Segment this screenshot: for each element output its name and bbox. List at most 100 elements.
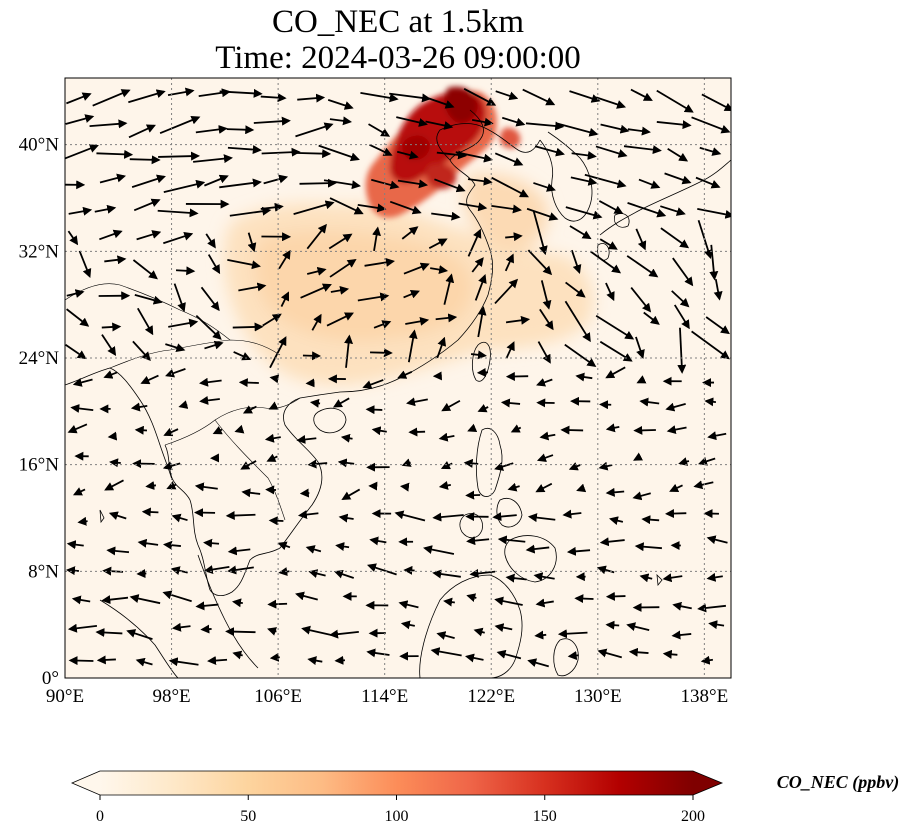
- wind-arrow: [536, 378, 553, 387]
- wind-arrow: [671, 290, 690, 308]
- wind-arrow: [435, 313, 458, 323]
- wind-arrow: [326, 312, 354, 327]
- wind-arrow: [599, 537, 625, 547]
- wind-arrow: [101, 595, 129, 605]
- wind-arrow: [337, 458, 355, 468]
- wind-arrow: [134, 293, 163, 305]
- wind-arrow: [706, 535, 728, 545]
- wind-arrow: [66, 308, 90, 327]
- wind-arrow: [329, 197, 364, 215]
- wind-arrow: [135, 657, 153, 667]
- colorbar-label: CO_NEC (ppbv): [777, 772, 900, 793]
- wind-arrow: [463, 88, 497, 106]
- wind-arrow: [162, 461, 181, 471]
- wind-arrow: [136, 230, 162, 241]
- wind-arrow: [145, 481, 157, 490]
- wind-arrow: [443, 273, 455, 305]
- wind-arrow: [227, 258, 261, 270]
- colorbar-tick-label: 50: [240, 808, 256, 825]
- wind-arrow: [527, 658, 549, 668]
- wind-arrow: [628, 647, 649, 657]
- wind-arrow: [344, 334, 354, 368]
- wind-arrow: [165, 368, 186, 378]
- wind-arrow: [434, 178, 466, 193]
- wind-arrow: [505, 573, 527, 583]
- wind-arrow: [269, 374, 280, 384]
- wind-arrow: [333, 569, 355, 579]
- wind-arrow: [278, 567, 290, 577]
- wind-arrow: [129, 594, 161, 605]
- wind-arrow: [438, 432, 455, 442]
- wind-arrow: [309, 398, 321, 408]
- wind-arrow: [131, 174, 166, 189]
- wind-arrow: [204, 174, 229, 187]
- wind-arrow: [261, 147, 301, 157]
- wind-arrow: [691, 116, 731, 134]
- wind-arrow: [463, 458, 479, 468]
- wind-arrow: [403, 262, 430, 275]
- wind-arrow: [467, 423, 478, 433]
- wind-arrow: [364, 257, 395, 267]
- wind-arrow: [401, 458, 412, 467]
- wind-arrow: [296, 434, 317, 444]
- wind-arrow: [697, 207, 731, 219]
- wind-arrow: [432, 512, 464, 522]
- wind-arrow: [171, 513, 188, 523]
- wind-arrow: [306, 266, 327, 276]
- wind-arrow: [634, 542, 662, 552]
- wind-arrow: [491, 176, 529, 198]
- wind-arrow: [200, 286, 220, 312]
- wind-arrow: [575, 372, 593, 382]
- wind-arrow: [70, 403, 94, 413]
- wind-arrow: [397, 370, 413, 379]
- wind-arrow: [329, 629, 359, 639]
- wind-arrow: [660, 227, 690, 249]
- wind-arrow: [106, 546, 130, 556]
- wind-arrow: [328, 233, 353, 250]
- wind-arrow: [438, 480, 451, 490]
- lat-tick-label: 16°N: [19, 455, 60, 476]
- wind-arrow: [496, 649, 522, 660]
- wind-arrow: [227, 546, 251, 556]
- wind-arrow: [162, 590, 192, 603]
- wind-arrow: [301, 625, 333, 636]
- wind-arrow: [565, 206, 603, 220]
- wind-arrow: [329, 258, 357, 278]
- concentration-field: [223, 86, 594, 386]
- wind-arrow: [495, 90, 519, 101]
- lon-tick-label: 114°E: [361, 686, 408, 707]
- wind-arrow: [441, 399, 461, 412]
- colorbar-ticks: 0 50 100 150 200: [96, 795, 705, 825]
- wind-arrow: [501, 116, 526, 127]
- wind-arrow: [476, 367, 489, 377]
- wind-arrow: [401, 226, 419, 240]
- wind-arrow: [667, 147, 689, 162]
- wind-arrow: [539, 431, 556, 441]
- wind-arrow: [171, 622, 191, 632]
- wind-arrow: [533, 182, 556, 192]
- lon-tick-label: 90°E: [46, 686, 84, 707]
- wind-arrow: [366, 563, 397, 576]
- wind-arrow: [66, 540, 84, 550]
- wind-arrow: [407, 329, 418, 363]
- wind-arrow: [260, 93, 287, 103]
- colorbar-extend-low: [72, 771, 100, 795]
- wind-arrow: [677, 327, 687, 374]
- wind-arrow: [707, 431, 727, 441]
- wind-arrow: [533, 572, 555, 582]
- wind-arrow: [140, 374, 159, 385]
- wind-arrow: [133, 198, 161, 212]
- wind-arrow: [630, 88, 653, 101]
- colorbar-tick-label: 200: [681, 808, 705, 825]
- lat-tick-label: 40°N: [19, 135, 60, 156]
- chart-subtitle-time: Time: 2024-03-26 09:00:00: [215, 40, 581, 76]
- wind-arrow: [532, 210, 548, 256]
- wind-arrow: [306, 223, 327, 250]
- wind-arrow: [167, 87, 195, 97]
- wind-arrow: [297, 510, 319, 520]
- wind-arrow: [500, 398, 521, 408]
- wind-arrow: [132, 259, 158, 280]
- lon-tick-label: 98°E: [152, 686, 190, 707]
- wind-arrow: [627, 202, 667, 218]
- colorbar-extend-high: [693, 771, 722, 795]
